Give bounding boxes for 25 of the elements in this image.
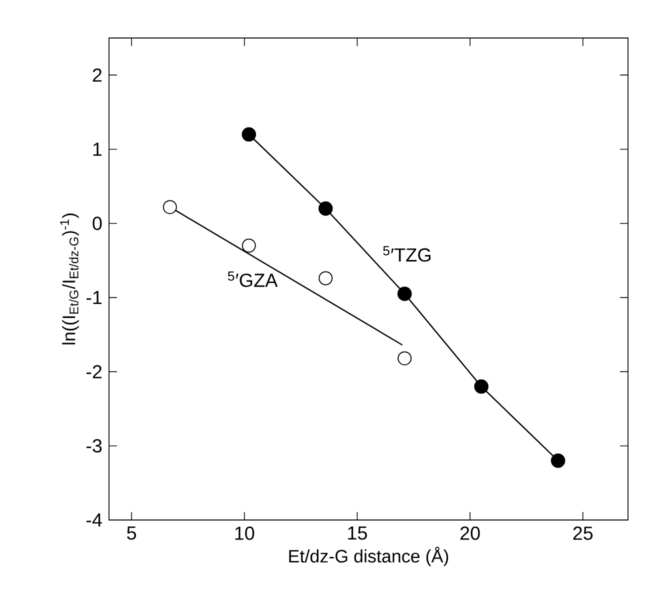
y-tick-label: -2	[86, 365, 102, 378]
y-tick-label: 2	[92, 68, 102, 82]
point	[397, 286, 412, 301]
point	[398, 351, 412, 366]
x-tick-label: 15	[348, 526, 367, 540]
x-tick-label: 25	[573, 526, 593, 540]
y-tick-label: 0	[92, 216, 102, 230]
y-tick-label: -4	[86, 513, 102, 527]
x-tick-label: 10	[235, 526, 254, 540]
point	[242, 238, 256, 253]
y-axis-title: ln((I$_{Et/G}$/I$_{Et/dz-G}$)$^{-1}$)	[60, 214, 79, 344]
point	[474, 379, 488, 394]
point	[318, 271, 333, 286]
point	[318, 201, 333, 216]
series-label: $^{5}$′GZA	[228, 271, 278, 288]
point	[550, 454, 566, 468]
y-tick-label: 1	[93, 142, 102, 156]
series-label: $^{5}$′TZG	[383, 246, 430, 262]
x-axis-title: Et/dz-G distance (Å)	[289, 546, 448, 566]
x-tick-label: 5	[127, 526, 136, 540]
point	[162, 200, 177, 214]
y-tick-label: -1	[86, 291, 102, 304]
point	[242, 127, 256, 142]
y-tick-label: -3	[86, 439, 102, 453]
x-tick-label: 20	[460, 526, 480, 540]
